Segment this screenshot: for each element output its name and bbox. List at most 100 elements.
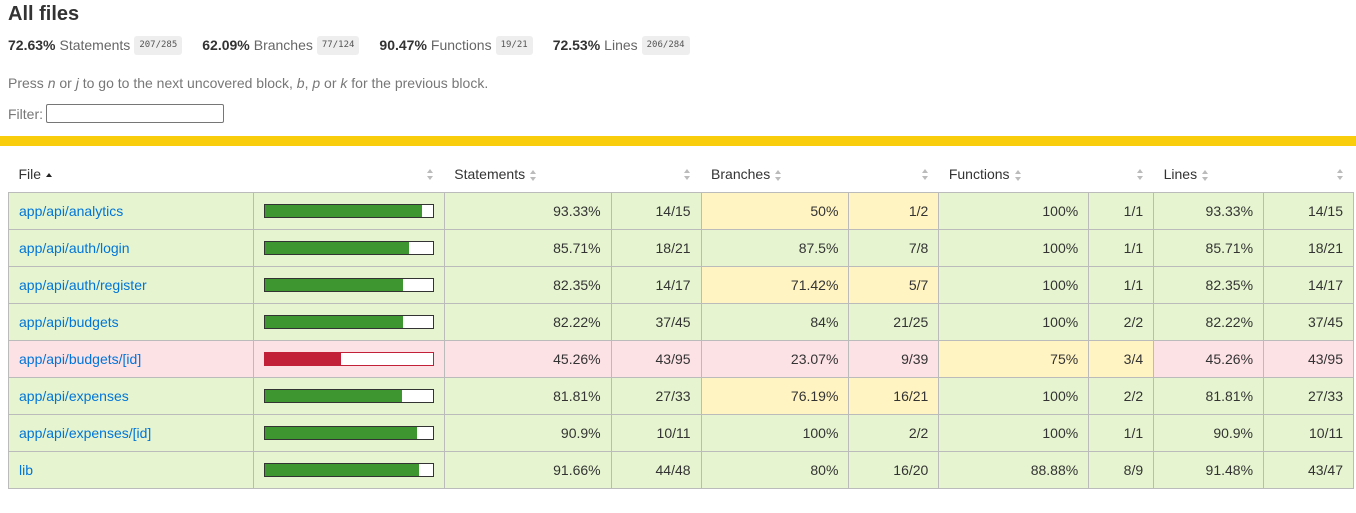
key-p: p xyxy=(312,75,321,91)
branches-fraction: 5/7 xyxy=(848,266,940,304)
coverage-bar-fill xyxy=(264,353,341,365)
coverage-bar xyxy=(263,389,434,403)
header-file[interactable]: File xyxy=(8,156,254,193)
file-cell: app/api/budgets/[id] xyxy=(8,340,254,378)
statements-pct: 91.66% xyxy=(443,451,612,489)
file-link[interactable]: app/api/auth/login xyxy=(19,240,130,256)
file-cell: app/api/auth/login xyxy=(8,229,254,267)
functions-fraction: 2/2 xyxy=(1088,377,1155,415)
summary-lines-label: Lines xyxy=(604,37,638,53)
functions-fraction: 1/1 xyxy=(1088,229,1155,267)
sort-icon xyxy=(775,169,782,181)
coverage-bar-cell xyxy=(252,451,445,489)
coverage-bar xyxy=(263,352,434,366)
file-cell: lib xyxy=(8,451,254,489)
summary-lines-pct: 72.53% xyxy=(552,37,601,53)
file-link[interactable]: app/api/budgets xyxy=(19,314,119,330)
summary-branches-fraction: 77/124 xyxy=(316,35,360,55)
statements-fraction: 14/17 xyxy=(610,266,702,304)
summary-branches-pct: 62.09% xyxy=(202,37,250,53)
coverage-bar-fill xyxy=(264,316,403,328)
filter-label: Filter: xyxy=(8,105,43,122)
branches-fraction: 21/25 xyxy=(848,303,940,341)
table-row: app/api/expenses/[id] 90.9% 10/11 100% 2/2 10… xyxy=(8,414,1354,452)
coverage-bar-fill xyxy=(264,390,403,402)
lines-fraction: 14/17 xyxy=(1263,266,1354,304)
statements-pct: 82.22% xyxy=(443,303,612,341)
file-link[interactable]: app/api/expenses xyxy=(19,388,129,404)
statements-fraction: 44/48 xyxy=(610,451,702,489)
header-statements-raw[interactable] xyxy=(611,156,702,193)
filter-row: Filter: xyxy=(8,104,1348,123)
coverage-summary: 72.63% Statements 207/285 62.09% Branche… xyxy=(8,34,1348,56)
branches-pct: 87.5% xyxy=(700,229,850,267)
filter-input[interactable] xyxy=(46,104,224,123)
summary-functions-fraction: 19/21 xyxy=(495,35,533,55)
header-functions-raw[interactable] xyxy=(1088,156,1154,193)
sort-icon xyxy=(1014,169,1022,181)
sort-asc-icon xyxy=(46,170,53,181)
table-row: app/api/budgets 82.22% 37/45 84% 21/25 100% 2/… xyxy=(8,303,1354,341)
sort-icon xyxy=(1202,169,1209,181)
header-statements[interactable]: Statements xyxy=(444,156,612,193)
file-cell: app/api/auth/register xyxy=(8,266,254,304)
header-functions[interactable]: Functions xyxy=(938,156,1089,193)
branches-pct: 76.19% xyxy=(700,377,850,415)
coverage-bar-cell xyxy=(252,266,445,304)
statements-fraction: 14/15 xyxy=(610,192,702,230)
functions-fraction: 3/4 xyxy=(1088,340,1155,378)
file-link[interactable]: app/api/analytics xyxy=(19,203,124,219)
coverage-bar-fill xyxy=(264,464,419,476)
summary-branches-label: Branches xyxy=(253,37,313,53)
summary-statements-fraction: 207/285 xyxy=(134,35,183,55)
statements-pct: 82.35% xyxy=(443,266,612,304)
file-cell: app/api/expenses/[id] xyxy=(8,414,254,452)
file-link[interactable]: app/api/budgets/[id] xyxy=(19,351,142,367)
key-k: k xyxy=(340,75,348,91)
summary-lines: 72.53% Lines 206/284 xyxy=(552,35,690,55)
statements-fraction: 37/45 xyxy=(610,303,702,341)
coverage-table: File Statements Branches Functions Lines… xyxy=(8,156,1354,489)
lines-fraction: 43/47 xyxy=(1263,451,1354,489)
statements-pct: 45.26% xyxy=(443,340,612,378)
statements-fraction: 43/95 xyxy=(610,340,702,378)
statements-pct: 90.9% xyxy=(443,414,612,452)
coverage-bar-fill xyxy=(264,205,422,217)
file-link[interactable]: app/api/expenses/[id] xyxy=(19,425,152,441)
functions-pct: 75% xyxy=(938,340,1090,378)
sort-icon xyxy=(1136,169,1144,180)
lines-pct: 82.35% xyxy=(1153,266,1265,304)
coverage-bar xyxy=(263,204,434,218)
lines-fraction: 18/21 xyxy=(1263,229,1354,267)
file-link[interactable]: app/api/auth/register xyxy=(19,277,147,293)
coverage-bar xyxy=(263,278,434,292)
file-cell: app/api/expenses xyxy=(8,377,254,415)
lines-fraction: 27/33 xyxy=(1263,377,1354,415)
statements-pct: 93.33% xyxy=(443,192,612,230)
header-lines[interactable]: Lines xyxy=(1153,156,1264,193)
header-branches-raw[interactable] xyxy=(848,156,939,193)
coverage-bar-fill xyxy=(264,279,404,291)
sort-icon xyxy=(530,169,537,181)
coverage-bar xyxy=(263,463,434,477)
lines-pct: 85.71% xyxy=(1153,229,1265,267)
functions-pct: 100% xyxy=(938,266,1090,304)
page-title: All files xyxy=(8,3,80,25)
coverage-bar xyxy=(263,241,434,255)
file-cell: app/api/analytics xyxy=(8,192,254,230)
lines-pct: 90.9% xyxy=(1153,414,1265,452)
coverage-bar-cell xyxy=(252,377,445,415)
statements-fraction: 10/11 xyxy=(610,414,702,452)
lines-fraction: 10/11 xyxy=(1263,414,1354,452)
branches-pct: 23.07% xyxy=(700,340,850,378)
statements-fraction: 27/33 xyxy=(610,377,702,415)
header-lines-raw[interactable] xyxy=(1263,156,1354,193)
file-link[interactable]: lib xyxy=(19,462,34,478)
statements-pct: 81.81% xyxy=(443,377,612,415)
branches-fraction: 16/20 xyxy=(848,451,940,489)
branches-pct: 100% xyxy=(700,414,850,452)
file-cell: app/api/budgets xyxy=(8,303,254,341)
header-branches[interactable]: Branches xyxy=(701,156,849,193)
header-file-bar[interactable] xyxy=(253,156,445,193)
summary-functions: 90.47% Functions 19/21 xyxy=(379,35,533,55)
